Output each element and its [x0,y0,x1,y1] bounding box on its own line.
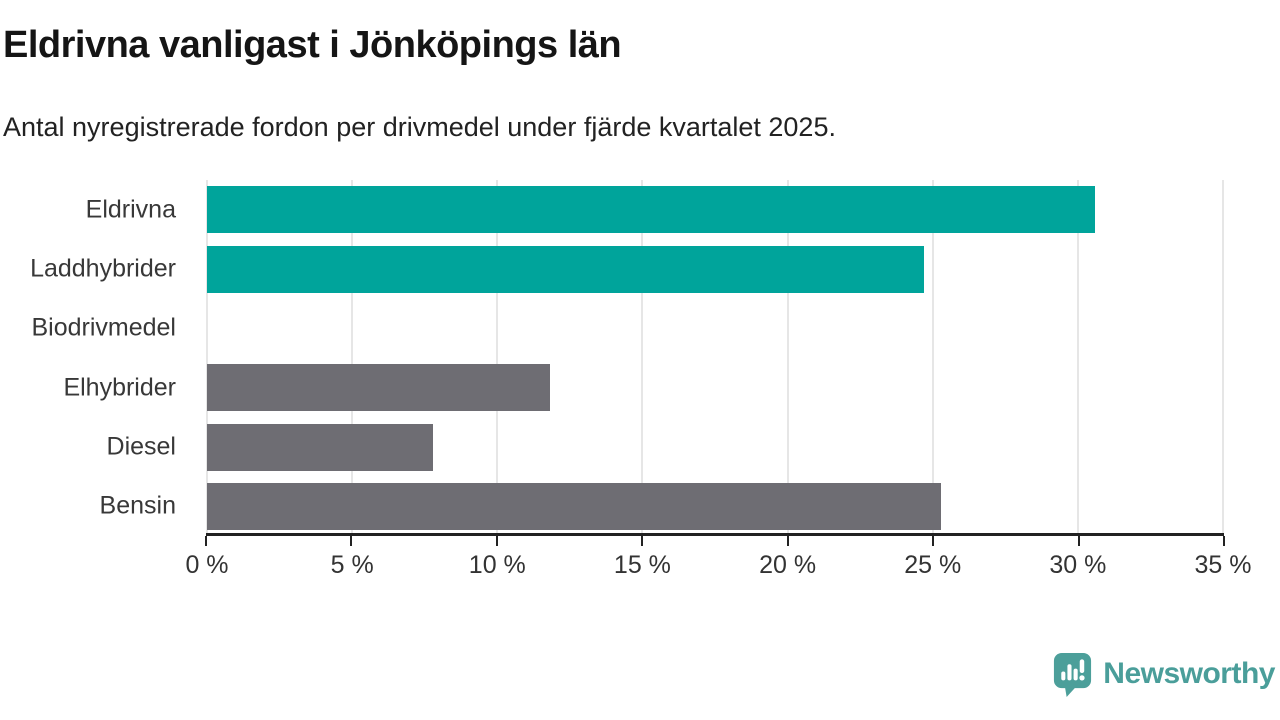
chart-bar [207,186,1096,234]
x-tick-label: 10 % [468,551,526,579]
y-axis-label: Diesel [106,432,176,461]
gridline [786,180,789,536]
x-axis-tick [932,536,935,546]
gridline [931,180,934,536]
x-axis-tick-labels: 0 % 5 % 10 % 15 % 20 % 25 % 30 % 35 % [185,551,1251,583]
y-axis-label: Elhybrider [63,373,176,402]
x-tick-label: 0 % [185,551,229,579]
x-axis-line [205,533,1225,546]
bar-chart-speech-bubble-icon [1051,650,1094,698]
chart-subtitle: Antal nyregistrerade fordon per drivmede… [3,112,836,142]
x-tick-label: 30 % [1049,551,1107,579]
x-axis-tick [350,536,353,546]
x-tick-label: 35 % [1194,551,1252,579]
logo-text: Newsworthy [1103,657,1275,690]
y-axis-label: Biodrivmedel [31,313,176,342]
chart-bar [207,245,924,293]
newsworthy-logo: Newsworthy [1051,650,1275,698]
y-axis-label: Eldrivna [85,195,176,224]
x-axis-tick [205,536,207,546]
x-tick-label: 20 % [759,551,817,579]
gridline [641,180,644,536]
x-axis-tick [641,536,644,546]
x-axis-tick [1077,536,1080,546]
gridline [1076,180,1079,536]
gridline [496,180,499,536]
chart-bar [207,364,550,412]
chart-bar [207,423,434,471]
chart-title: Eldrivna vanligast i Jönköpings län [3,24,622,66]
gridline [206,180,208,536]
x-axis-tick [1223,536,1225,546]
y-axis-labels: Eldrivna Laddhybrider Biodrivmedel Elhybrid… [0,180,192,536]
chart-bar [207,482,942,530]
y-axis-label: Laddhybrider [30,254,176,283]
x-tick-label: 5 % [330,551,374,579]
gridline [1222,180,1224,536]
x-axis-tick [786,536,789,546]
y-axis-label: Bensin [99,491,176,520]
x-axis-tick [495,536,498,546]
plot-area [206,180,1224,536]
x-tick-label: 15 % [613,551,671,579]
x-tick-label: 25 % [904,551,962,579]
gridline [351,180,354,536]
